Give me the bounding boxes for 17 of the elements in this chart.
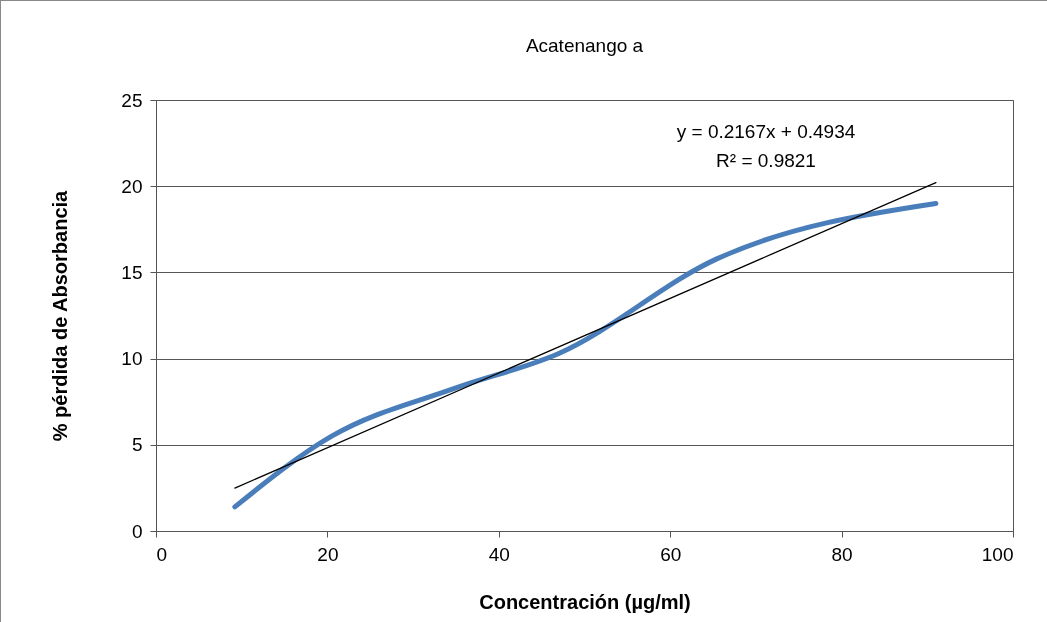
- x-tick-label: 20: [317, 543, 339, 565]
- y-tick-label: 20: [121, 175, 143, 197]
- annotation: y = 0.2167x + 0.4934: [676, 121, 856, 142]
- y-tick-label: 0: [131, 520, 143, 542]
- x-tick-label: 60: [660, 543, 682, 565]
- y-tick-label: 10: [121, 348, 143, 370]
- y-axis-title: % pérdida de Absorbancia: [49, 189, 72, 442]
- x-tick-label: 100: [981, 543, 1014, 565]
- annotation: R² = 0.9821: [716, 150, 816, 171]
- y-tick-label: 15: [121, 261, 143, 283]
- chart-title: Acatenango a: [525, 35, 644, 56]
- x-tick-label: 80: [831, 543, 853, 565]
- x-axis-title: Concentración (µg/ml): [479, 590, 691, 613]
- y-tick-label: 25: [121, 89, 143, 111]
- x-tick-label: 40: [488, 543, 510, 565]
- x-tick-label: 0: [156, 543, 168, 565]
- y-tick-label: 5: [131, 434, 143, 456]
